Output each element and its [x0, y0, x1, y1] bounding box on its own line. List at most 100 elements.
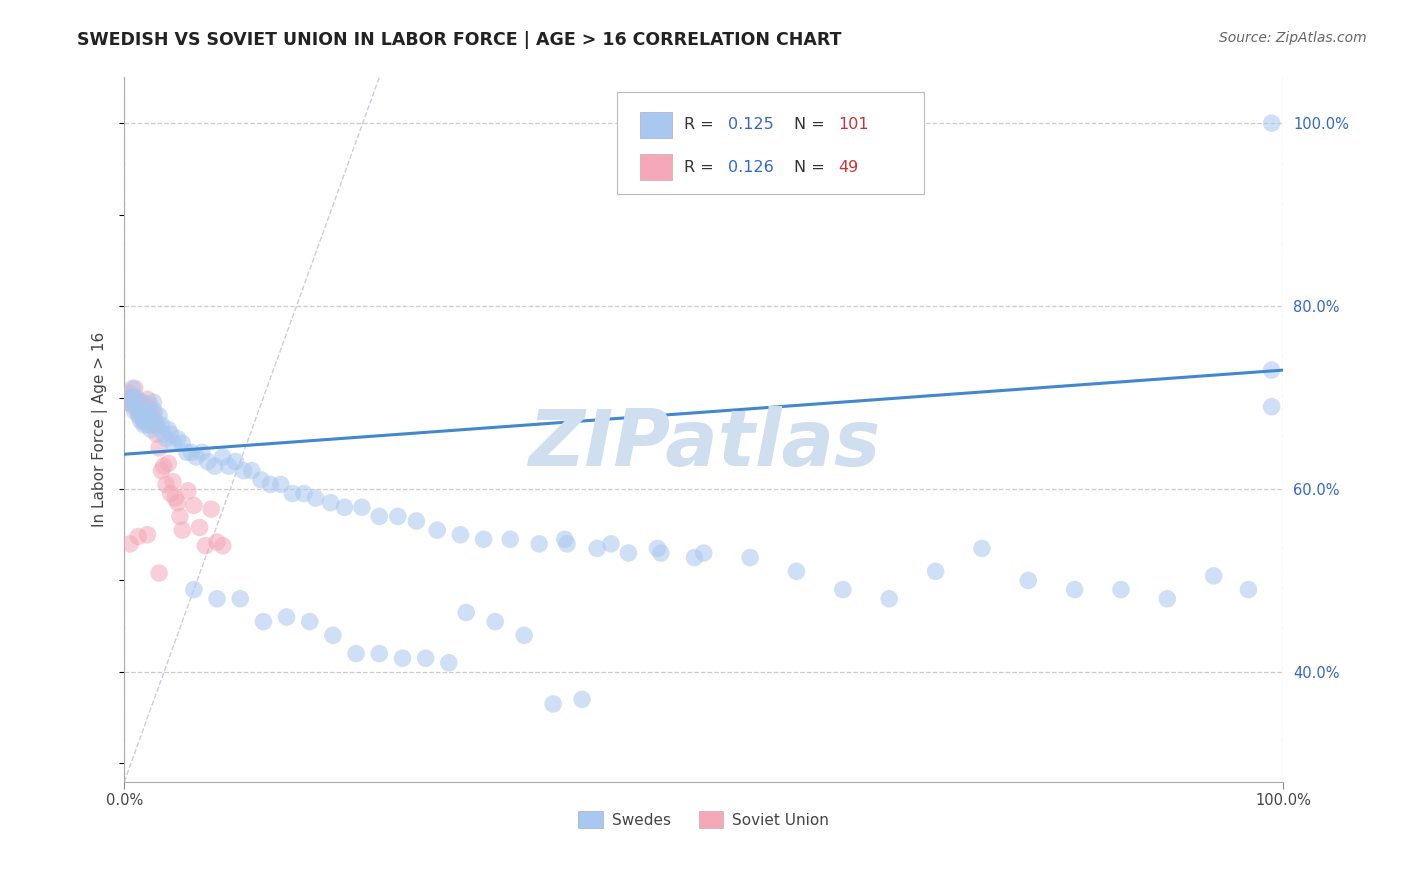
- Point: [405, 514, 427, 528]
- Point: [186, 450, 208, 464]
- Point: [180, 445, 202, 459]
- Point: [152, 427, 174, 442]
- Point: [172, 436, 194, 450]
- Point: [350, 500, 373, 515]
- Point: [125, 401, 148, 416]
- Point: [555, 537, 578, 551]
- Point: [169, 509, 191, 524]
- Point: [252, 615, 274, 629]
- Point: [205, 591, 228, 606]
- Point: [125, 391, 148, 405]
- Point: [191, 445, 214, 459]
- Point: [200, 502, 222, 516]
- Point: [148, 409, 170, 423]
- Point: [415, 651, 437, 665]
- Text: 49: 49: [838, 160, 859, 175]
- Point: [132, 413, 155, 427]
- Point: [148, 441, 170, 455]
- Point: [155, 477, 177, 491]
- Point: [232, 464, 254, 478]
- Point: [513, 628, 536, 642]
- Y-axis label: In Labor Force | Age > 16: In Labor Force | Age > 16: [93, 332, 108, 527]
- Point: [177, 483, 200, 498]
- Point: [136, 392, 159, 407]
- Point: [322, 628, 344, 642]
- Point: [683, 550, 706, 565]
- Point: [136, 404, 159, 418]
- Text: N =: N =: [794, 118, 830, 133]
- Point: [152, 459, 174, 474]
- Point: [145, 416, 167, 430]
- Point: [449, 527, 471, 541]
- Point: [139, 398, 162, 412]
- Point: [134, 416, 156, 430]
- Point: [135, 409, 157, 423]
- Point: [132, 417, 155, 432]
- Text: Source: ZipAtlas.com: Source: ZipAtlas.com: [1219, 31, 1367, 45]
- Point: [120, 537, 142, 551]
- Point: [135, 409, 157, 423]
- Point: [141, 413, 163, 427]
- Point: [785, 564, 807, 578]
- Text: N =: N =: [794, 160, 830, 175]
- Text: 101: 101: [838, 118, 869, 133]
- Point: [831, 582, 853, 597]
- Point: [426, 523, 449, 537]
- Point: [139, 423, 162, 437]
- Point: [617, 546, 640, 560]
- Point: [586, 541, 609, 556]
- Point: [600, 537, 623, 551]
- Point: [143, 404, 166, 418]
- Point: [240, 464, 263, 478]
- Point: [292, 486, 315, 500]
- Point: [118, 395, 141, 409]
- Point: [650, 546, 672, 560]
- Point: [194, 539, 217, 553]
- Point: [877, 591, 900, 606]
- Point: [150, 464, 173, 478]
- Point: [127, 530, 149, 544]
- Point: [693, 546, 716, 560]
- Point: [1109, 582, 1132, 597]
- Point: [143, 417, 166, 432]
- Point: [132, 401, 155, 416]
- Point: [163, 436, 186, 450]
- Point: [197, 454, 219, 468]
- Point: [1260, 116, 1282, 130]
- Point: [205, 535, 228, 549]
- Point: [115, 395, 138, 409]
- Point: [172, 523, 194, 537]
- Point: [472, 533, 495, 547]
- Text: 0.126: 0.126: [728, 160, 773, 175]
- Point: [211, 539, 233, 553]
- Point: [319, 496, 342, 510]
- Point: [136, 527, 159, 541]
- Point: [166, 432, 188, 446]
- Point: [387, 509, 409, 524]
- Point: [139, 413, 162, 427]
- Point: [150, 417, 173, 432]
- Point: [139, 407, 162, 421]
- Point: [129, 413, 152, 427]
- Point: [211, 450, 233, 464]
- Point: [142, 407, 165, 421]
- Point: [368, 647, 391, 661]
- Point: [120, 391, 142, 405]
- Point: [270, 477, 292, 491]
- Text: R =: R =: [685, 118, 718, 133]
- FancyBboxPatch shape: [617, 92, 924, 194]
- Point: [183, 582, 205, 597]
- Point: [527, 537, 550, 551]
- FancyBboxPatch shape: [640, 112, 672, 138]
- Point: [183, 499, 205, 513]
- Point: [145, 417, 167, 432]
- Point: [970, 541, 993, 556]
- Point: [250, 473, 273, 487]
- Point: [165, 491, 187, 505]
- Point: [131, 395, 153, 409]
- Point: [1017, 574, 1039, 588]
- Point: [1063, 582, 1085, 597]
- Point: [740, 550, 762, 565]
- Point: [148, 566, 170, 581]
- Point: [127, 404, 149, 418]
